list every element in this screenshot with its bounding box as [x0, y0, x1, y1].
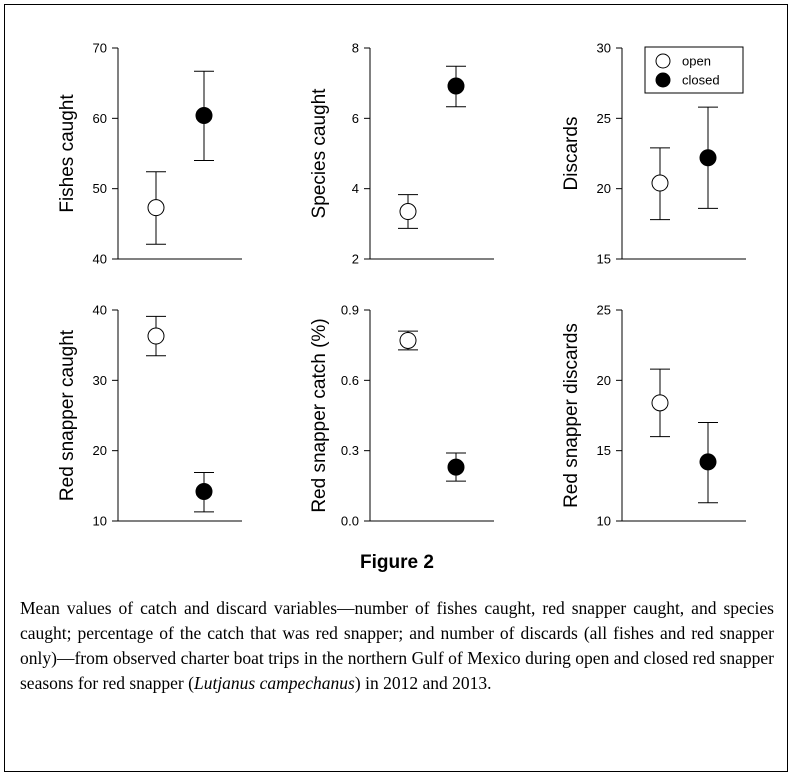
- y-tick-label: 4: [352, 181, 359, 196]
- data-point-closed: [447, 77, 465, 95]
- y-axis-label: Red snapper discards: [561, 323, 582, 508]
- y-tick-label: 0.9: [341, 303, 359, 318]
- panel-3: 15 20 25 30 Discards: [561, 41, 746, 267]
- y-tick-label: 50: [93, 181, 107, 196]
- data-point-open: [399, 331, 417, 349]
- y-tick-label: 60: [93, 111, 107, 126]
- y-tick-label: 30: [597, 41, 611, 56]
- y-tick-label: 8: [352, 41, 359, 56]
- caption-species-name: Lutjanus campechanus: [193, 673, 355, 693]
- y-tick-label: 6: [352, 111, 359, 126]
- y-tick-label: 30: [93, 373, 107, 388]
- panel-1: 40 50 60 70 Fishes caught: [57, 41, 242, 267]
- data-point-open: [651, 174, 669, 192]
- data-point-closed: [447, 458, 465, 476]
- y-tick-label: 20: [597, 181, 611, 196]
- panel-5: 0.0 0.3 0.6 0.9 Red snapper catch (%): [309, 303, 494, 529]
- y-axis-label: Fishes caught: [57, 94, 78, 213]
- y-axis-label: Discards: [561, 117, 582, 191]
- legend-label-closed: closed: [682, 73, 720, 88]
- legend-marker-open: [655, 53, 671, 69]
- figure-panels: 40 50 60 70 Fishes caught 2 4 6 8 Species caught 1…: [57, 41, 746, 529]
- y-tick-label: 70: [93, 41, 107, 56]
- data-point-closed: [195, 107, 213, 125]
- data-point-closed: [699, 149, 717, 167]
- data-point-open: [147, 199, 165, 217]
- legend-label-open: open: [682, 54, 711, 69]
- data-point-open: [651, 394, 669, 412]
- y-tick-label: 10: [93, 514, 107, 529]
- data-point-closed: [699, 453, 717, 471]
- y-tick-label: 40: [93, 252, 107, 267]
- legend-marker-closed: [655, 72, 671, 88]
- data-point-open: [147, 327, 165, 345]
- y-tick-label: 20: [93, 443, 107, 458]
- y-tick-label: 2: [352, 252, 359, 267]
- y-tick-label: 0.6: [341, 373, 359, 388]
- figure-caption: Mean values of catch and discard variabl…: [20, 596, 774, 696]
- panel-2: 2 4 6 8 Species caught: [309, 41, 494, 267]
- panel-4: 10 20 30 40 Red snapper caught: [57, 303, 242, 529]
- y-tick-label: 15: [597, 443, 611, 458]
- data-point-closed: [195, 482, 213, 500]
- y-axis-label: Red snapper caught: [57, 329, 78, 501]
- data-point-open: [399, 203, 417, 221]
- y-tick-label: 40: [93, 303, 107, 318]
- y-tick-label: 25: [597, 303, 611, 318]
- y-tick-label: 0.0: [341, 514, 359, 529]
- y-tick-label: 0.3: [341, 443, 359, 458]
- y-tick-label: 20: [597, 373, 611, 388]
- caption-text-end: ) in 2012 and 2013.: [354, 673, 492, 693]
- y-tick-label: 25: [597, 111, 611, 126]
- panel-6: 10 15 20 25 Red snapper discards: [561, 303, 746, 529]
- y-tick-label: 15: [597, 252, 611, 267]
- figure-title: Figure 2: [360, 552, 434, 573]
- figure-frame: [4, 4, 788, 772]
- caption-text-start: Mean values of catch and discard variabl…: [20, 598, 774, 693]
- y-tick-label: 10: [597, 514, 611, 529]
- y-axis-label: Red snapper catch (%): [309, 318, 330, 512]
- legend: open closed: [644, 46, 744, 94]
- y-axis-label: Species caught: [309, 88, 330, 219]
